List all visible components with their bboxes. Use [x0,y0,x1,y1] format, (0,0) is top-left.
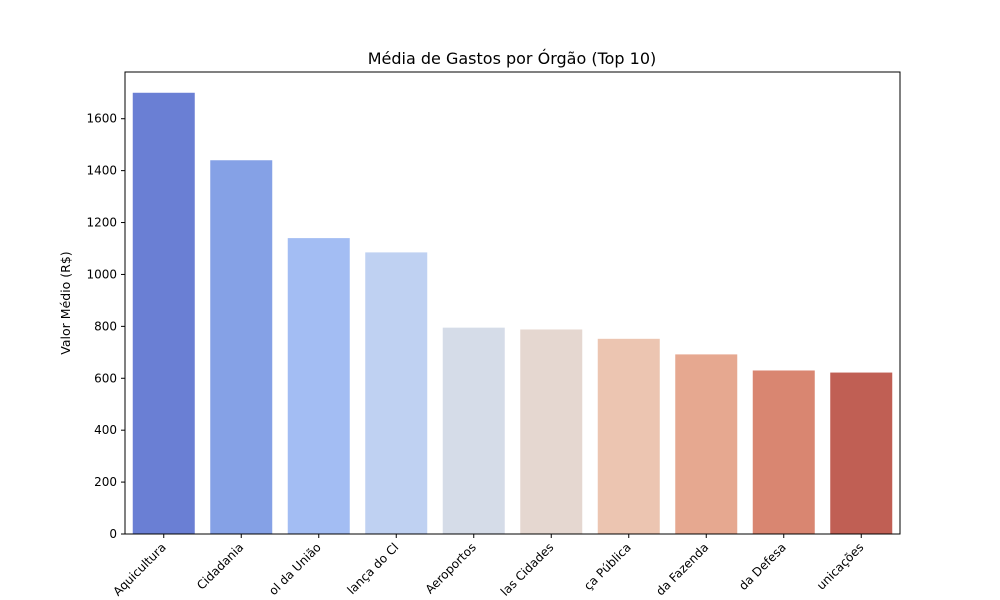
x-tick-label-9: da Defesa [736,540,789,593]
y-tick-label-1400: 1400 [86,164,117,178]
y-ticks-group: 0 200 400 600 800 1000 1200 1400 1600 [86,112,125,541]
x-tick-label-3: ol da União [266,540,324,598]
x-tick-label-7: ça Pública [581,540,634,593]
y-tick-label-1600: 1600 [86,112,117,126]
y-tick-label-1200: 1200 [86,216,117,230]
bar-5 [442,327,505,534]
bar-6 [520,329,583,534]
x-tick-label-1: Aquicultura [110,540,168,598]
bar-9 [752,370,815,534]
y-tick-label-600: 600 [94,371,117,385]
x-tick-label-10: unicações [814,540,866,592]
bar-1 [132,92,195,535]
bar-3 [287,238,350,534]
bar-7 [597,338,660,534]
y-tick-label-400: 400 [94,423,117,437]
bar-4 [365,252,428,534]
x-tick-label-6: las Cidades [498,540,556,598]
x-tick-label-4: lança do Cl [344,540,401,597]
y-tick-label-800: 800 [94,319,117,333]
x-ticks-group: Aquicultura Cidadania ol da União lança do … [110,534,866,599]
bar-8 [675,354,738,534]
y-tick-label-200: 200 [94,475,117,489]
bar-2 [210,160,273,534]
x-tick-label-2: Cidadania [194,540,246,592]
bar-10 [830,372,893,534]
y-tick-label-1000: 1000 [86,267,117,281]
x-tick-label-5: Aeroportos [423,540,479,596]
y-tick-label-0: 0 [109,527,117,541]
plot-frame [124,71,901,535]
y-axis-label: Valor Médio (R$) [58,251,73,354]
chart-title: Média de Gastos por Órgão (Top 10) [368,49,657,68]
bars-group [132,92,893,535]
x-tick-label-8: da Fazenda [653,540,711,598]
